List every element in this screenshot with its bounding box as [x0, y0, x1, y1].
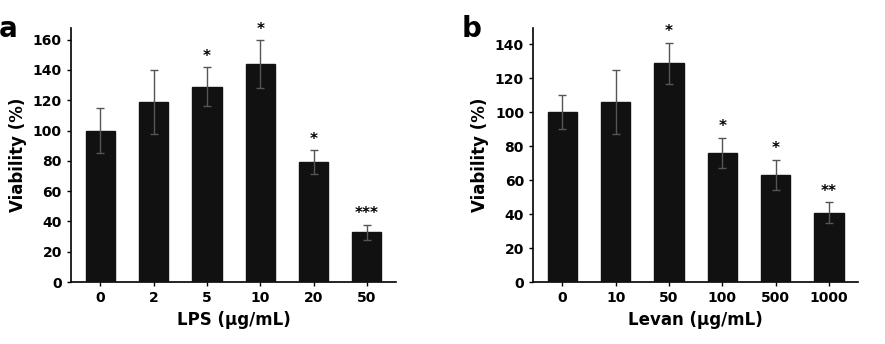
Text: *: *: [719, 119, 727, 135]
Bar: [352, 232, 381, 282]
Bar: [654, 63, 684, 282]
Bar: [245, 64, 275, 282]
Text: **: **: [821, 184, 837, 199]
Text: *: *: [310, 132, 318, 147]
Bar: [708, 153, 737, 282]
Bar: [548, 112, 577, 282]
Text: *: *: [772, 141, 780, 157]
Bar: [86, 131, 115, 282]
Bar: [761, 175, 790, 282]
X-axis label: LPS (μg/mL): LPS (μg/mL): [177, 311, 290, 329]
Y-axis label: Viability (%): Viability (%): [9, 98, 27, 212]
Bar: [601, 102, 630, 282]
Text: *: *: [665, 24, 673, 40]
Y-axis label: Viability (%): Viability (%): [472, 98, 489, 212]
Text: ***: ***: [355, 206, 379, 222]
Bar: [192, 87, 221, 282]
Text: *: *: [203, 49, 211, 64]
Text: b: b: [461, 15, 481, 43]
Text: a: a: [0, 15, 18, 43]
Bar: [814, 213, 843, 282]
Text: *: *: [256, 22, 265, 36]
Bar: [139, 102, 168, 282]
X-axis label: Levan (μg/mL): Levan (μg/mL): [628, 311, 763, 329]
Bar: [299, 162, 328, 282]
